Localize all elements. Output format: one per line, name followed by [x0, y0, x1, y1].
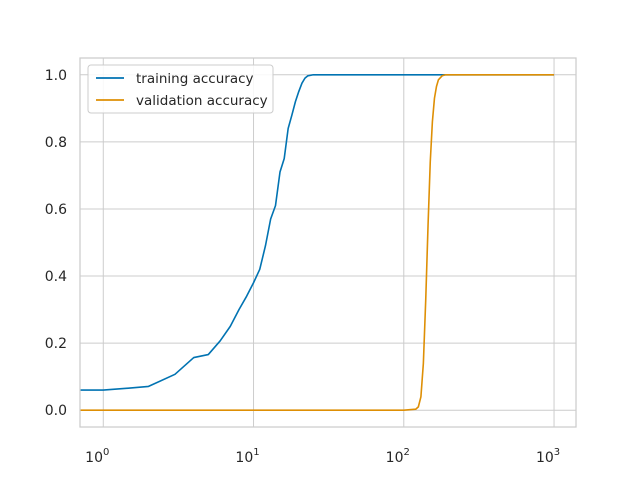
series-line-validation — [80, 73, 555, 412]
x-tick-label: 103 — [536, 447, 560, 466]
legend-label: training accuracy — [136, 71, 254, 87]
y-tick-label: 0.4 — [45, 269, 67, 285]
y-tick-label: 1.0 — [45, 68, 67, 84]
legend-box — [87, 64, 274, 114]
y-tick-label: 0.6 — [45, 202, 67, 218]
legend-label: validation accuracy — [136, 93, 268, 109]
plot-frame — [79, 57, 577, 428]
series-line-training — [80, 73, 555, 391]
x-tick-label: 100 — [85, 447, 109, 466]
tick-labels: 100 101 102 103 0.0 0.2 0.4 0.6 0.8 1.0 — [45, 68, 560, 466]
legend: training accuracy validation accuracy — [87, 64, 274, 114]
x-tick-label: 102 — [386, 447, 410, 466]
y-tick-label: 0.0 — [45, 403, 67, 419]
y-tick-label: 0.2 — [45, 336, 67, 352]
series-layer — [80, 73, 555, 412]
x-tick-label: 101 — [235, 447, 259, 466]
y-tick-label: 0.8 — [45, 135, 67, 151]
